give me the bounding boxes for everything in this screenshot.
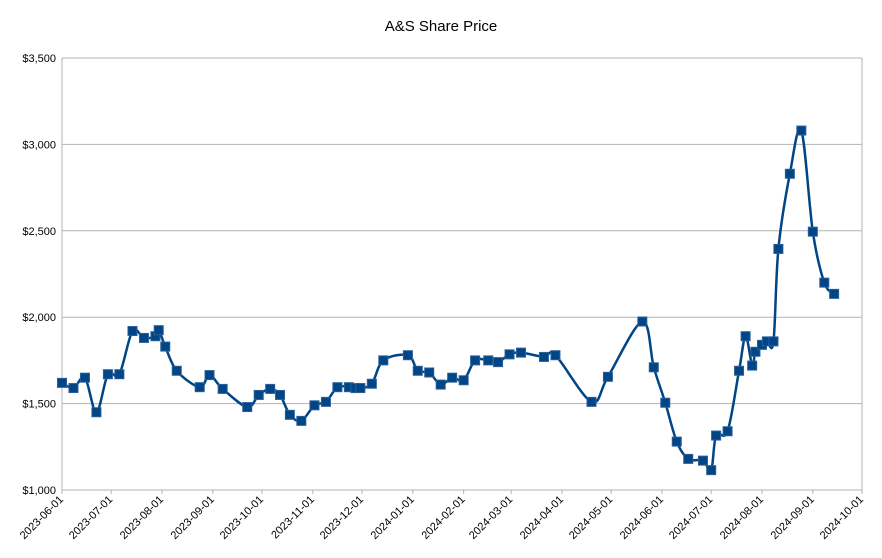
series-layer [61,127,836,473]
data-point-marker [447,372,458,383]
data-point-marker [138,332,149,343]
data-point-marker [697,455,708,466]
data-point-marker [153,325,164,336]
marker-layer [57,125,840,476]
data-point-marker [102,369,113,380]
data-point-marker [516,347,527,358]
data-point-marker [706,465,717,476]
data-point-marker [127,326,138,337]
data-point-marker [402,350,413,361]
data-point-marker [747,360,758,371]
data-point-marker [602,371,613,382]
data-point-marker [550,350,561,361]
data-point-marker [68,383,79,394]
grid-layer [61,57,863,491]
x-tick-label: 2024-01-01 [369,494,417,542]
x-tick-label: 2024-10-01 [818,494,866,542]
data-point-marker [768,336,779,347]
data-point-marker [435,379,446,390]
x-tick-label: 2024-02-01 [419,494,467,542]
data-point-marker [637,316,648,327]
data-point-marker [284,409,295,420]
data-point-marker [538,351,549,362]
data-point-marker [829,288,840,299]
x-tick-label: 2024-03-01 [467,494,515,542]
data-point-marker [57,377,67,388]
x-tick-label: 2024-04-01 [518,494,566,542]
x-tick-label: 2024-07-01 [667,494,715,542]
y-tick-label: $1,500 [22,399,56,411]
y-tick-label: $2,500 [22,226,56,238]
data-point-marker [296,415,307,426]
data-point-marker [796,125,807,136]
data-point-marker [683,453,694,464]
data-point-marker [242,402,253,413]
data-point-marker [773,243,784,254]
data-point-marker [586,396,597,407]
data-point-marker [660,397,671,408]
x-tick-label: 2023-11-01 [269,494,317,542]
data-point-marker [160,341,171,352]
x-tick-label: 2023-06-01 [18,494,66,542]
y-tick-label: $3,500 [22,53,56,65]
data-point-marker [320,396,331,407]
data-point-marker [91,407,102,418]
data-point-marker [114,369,125,380]
data-point-marker [194,382,205,393]
data-point-marker [493,357,504,368]
data-point-marker [671,436,682,447]
data-point-marker [807,226,818,237]
x-tick-label: 2023-10-01 [218,494,266,542]
data-point-marker [711,430,722,441]
data-point-marker [204,370,215,381]
data-point-marker [784,168,795,179]
data-point-marker [332,382,343,393]
x-tick-label: 2024-09-01 [769,494,817,542]
y-tick-label: $3,000 [22,139,56,151]
data-point-marker [458,375,469,386]
series-line [61,127,836,473]
data-point-marker [819,277,830,288]
data-point-marker [378,355,389,366]
axis-layer: $1,000 $1,500 $2,000 $2,500 $3,000 $3,500 2023… [18,53,866,542]
chart-title: A&S Share Price [384,18,498,35]
x-tick-label: 2024-08-01 [718,494,766,542]
data-point-marker [355,383,366,394]
x-tick-label: 2024-06-01 [618,494,666,542]
x-tick-label: 2023-08-01 [118,494,166,542]
data-point-marker [504,349,515,360]
data-point-marker [750,346,761,357]
y-tick-label: $1,000 [22,485,56,497]
x-tick-label: 2023-12-01 [318,494,366,542]
data-point-marker [79,372,90,383]
data-point-marker [275,389,286,400]
x-tick-label: 2023-09-01 [169,494,217,542]
data-point-marker [366,378,377,389]
data-point-marker [722,426,733,437]
data-point-marker [171,365,182,376]
x-tick-label: 2023-07-01 [67,494,115,542]
data-point-marker [217,383,228,394]
data-point-marker [470,355,481,366]
x-tick-label: 2024-05-01 [567,494,615,542]
y-tick-label: $2,000 [22,312,56,324]
data-point-marker [483,355,494,366]
data-point-marker [309,400,320,411]
data-point-marker [648,362,659,373]
data-point-marker [740,331,751,342]
data-point-marker [734,365,745,376]
data-point-marker [412,365,423,376]
data-point-marker [265,383,276,394]
data-point-marker [424,367,435,378]
data-point-marker [253,389,264,400]
